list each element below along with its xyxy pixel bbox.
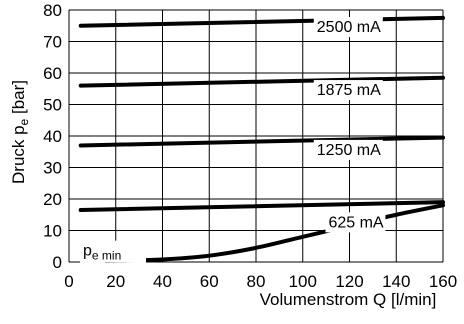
y-tick-label: 40	[43, 127, 62, 146]
series-line	[78, 135, 445, 148]
curve-labels: 2500 mA 1875 mA 1250 mA 625 mA	[80, 17, 386, 263]
curve-label-bg	[313, 139, 383, 160]
curve-label-bg	[313, 80, 383, 101]
x-tick-label: 60	[200, 272, 219, 291]
y-axis-label-unit: [bar]	[9, 80, 28, 119]
series-line	[78, 15, 445, 28]
curve-label: 1250 mA	[317, 142, 381, 159]
y-tick-label: 80	[43, 1, 62, 20]
y-axis-label: Druck pe [bar]	[9, 80, 31, 184]
pe-min-label-sub: e min	[92, 249, 121, 263]
curve-label-bg	[325, 212, 386, 233]
tick-labels: 0 20 40 60 80 100 120 140 160 0 10 20 30 40 50 60 70 80	[43, 1, 457, 291]
y-tick-label: 10	[43, 222, 62, 241]
y-tick-label: 60	[43, 64, 62, 83]
series-line	[78, 200, 445, 213]
y-axis-label-main: Druck p	[9, 125, 28, 184]
x-tick-label: 40	[153, 272, 172, 291]
pe-min-label: pe min	[83, 243, 121, 263]
curves	[78, 15, 445, 264]
x-tick-label: 140	[382, 272, 410, 291]
y-tick-label: 50	[43, 96, 62, 115]
y-axis-label-sub: e	[17, 118, 31, 125]
curve-label: 2500 mA	[317, 19, 381, 36]
curve-label: 1875 mA	[317, 82, 381, 99]
x-tick-label: 0	[64, 272, 73, 291]
series-line	[78, 75, 445, 88]
pe-min-label-main: p	[83, 243, 92, 260]
curve-label-bg	[313, 17, 383, 38]
series-line	[104, 203, 445, 264]
x-axis-label: Volumenstrom Q [l/min]	[260, 290, 437, 309]
curve-label: 625 mA	[328, 214, 383, 231]
y-tick-label: 70	[43, 33, 62, 52]
x-tick-label: 120	[335, 272, 363, 291]
pe-min-label-bg	[80, 240, 147, 263]
x-tick-label: 20	[106, 272, 125, 291]
y-tick-label: 20	[43, 190, 62, 209]
y-tick-label: 0	[53, 253, 62, 272]
y-tick-label: 30	[43, 159, 62, 178]
x-tick-label: 160	[429, 272, 457, 291]
x-tick-label: 100	[289, 272, 317, 291]
grid	[68, 9, 444, 263]
x-tick-label: 80	[247, 272, 266, 291]
